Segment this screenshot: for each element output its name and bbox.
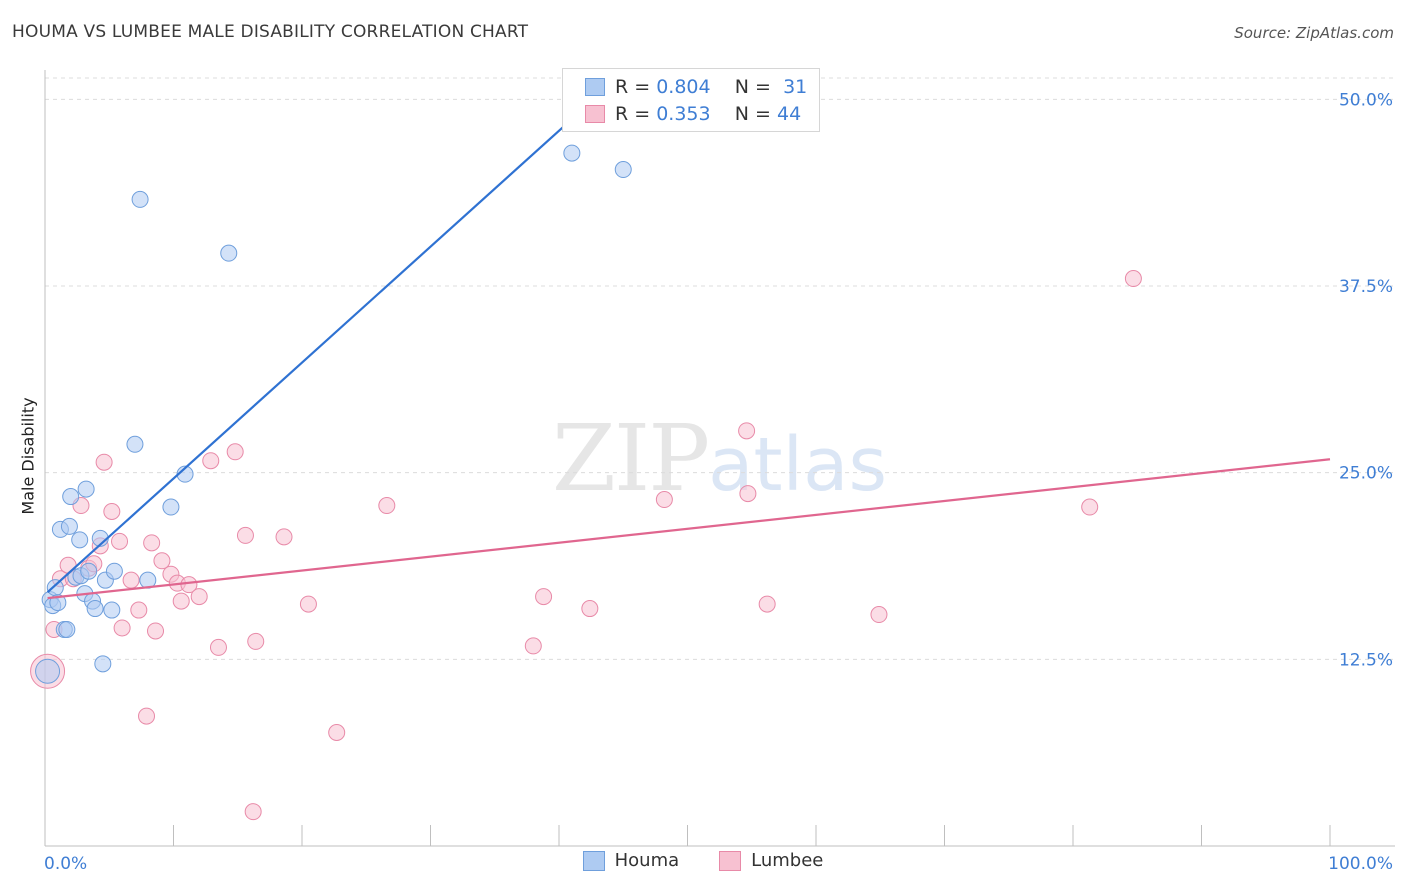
houma-point-7 <box>58 620 76 638</box>
houma-point-29 <box>563 144 581 162</box>
houma-point-21 <box>103 601 121 619</box>
lumbee-point-25 <box>209 638 227 656</box>
lumbee-point-30 <box>275 528 293 546</box>
lumbee-point-10 <box>103 502 121 520</box>
legend-lumbee-label: Lumbee <box>751 850 824 871</box>
lumbee-point-42 <box>1081 498 1099 516</box>
lumbee-point-26 <box>226 443 244 461</box>
watermark: ZIPatlas <box>552 405 887 512</box>
lumbee-point-11 <box>111 532 129 550</box>
x-tick-label-1: 100.0% <box>1328 854 1393 874</box>
y-tick-label-2: 37.5% <box>1339 277 1393 297</box>
houma-point-14 <box>77 480 95 498</box>
lumbee-point-31 <box>299 595 317 613</box>
lumbee-point-38 <box>738 422 756 440</box>
houma-trend-line <box>46 83 612 593</box>
lumbee-point-36 <box>581 600 599 618</box>
lumbee-point-13 <box>122 571 140 589</box>
houma-swatch <box>585 78 605 96</box>
lumbee-point-9 <box>95 453 113 471</box>
houma-point-24 <box>131 190 149 208</box>
lumbee-point-28 <box>244 803 262 821</box>
watermark-zip: ZIP <box>552 405 710 512</box>
houma-point-11 <box>71 531 89 549</box>
lumbee-r-label: R = <box>615 103 651 125</box>
y-tick-label-1: 25.0% <box>1339 464 1393 484</box>
houma-r-label: R = <box>615 76 651 98</box>
lumbee-point-33 <box>378 497 396 515</box>
houma-point-15 <box>80 562 98 580</box>
lumbee-point-17 <box>147 622 165 640</box>
legend-row-houma: R = 0.804 N = 31 <box>585 74 807 100</box>
houma-point-8 <box>60 517 78 535</box>
houma-point-3 <box>46 579 64 597</box>
lumbee-point-37 <box>655 491 673 509</box>
legend-lumbee-swatch <box>719 850 742 871</box>
y-tick-label-3: 50.0% <box>1339 90 1393 110</box>
lumbee-n-label: N = <box>734 103 771 125</box>
houma-point-17 <box>86 600 104 618</box>
legend-item-lumbee: Lumbee <box>719 850 823 871</box>
houma-point-28 <box>220 244 238 262</box>
legend-houma-label: Houma <box>614 850 680 871</box>
lumbee-point-29 <box>247 632 265 650</box>
houma-point-23 <box>126 435 144 453</box>
correlation-legend: R = 0.804 N = 31 R = 0.353 N = 44 <box>562 68 820 132</box>
lumbee-point-18 <box>153 552 171 570</box>
lumbee-point-24 <box>202 452 220 470</box>
houma-point-22 <box>105 562 123 580</box>
legend-item-houma: Houma <box>582 850 680 871</box>
lumbee-point-43 <box>1124 270 1142 288</box>
houma-point-26 <box>162 498 180 516</box>
chart-title: HOUMA VS LUMBEE MALE DISABILITY CORRELAT… <box>12 22 529 42</box>
lumbee-r-value: 0.353 <box>656 103 711 125</box>
x-tick-label-0: 0.0% <box>44 854 87 874</box>
lumbee-point-34 <box>524 637 542 655</box>
lumbee-point-41 <box>870 606 888 624</box>
houma-r-value: 0.804 <box>656 76 711 98</box>
lumbee-point-32 <box>328 724 346 742</box>
lumbee-point-27 <box>236 526 254 544</box>
watermark-atlas: atlas <box>708 422 887 508</box>
lumbee-point-21 <box>172 592 190 610</box>
lumbee-point-23 <box>190 588 208 606</box>
houma-point-30 <box>614 161 632 179</box>
y-tick-label-0: 12.5% <box>1339 650 1393 670</box>
houma-n-label: N = <box>734 76 771 98</box>
lumbee-point-14 <box>130 601 148 619</box>
lumbee-point-16 <box>143 534 161 552</box>
houma-point-19 <box>94 655 112 673</box>
lumbee-point-35 <box>535 588 553 606</box>
houma-point-9 <box>62 488 80 506</box>
lumbee-n-value: 44 <box>777 103 802 125</box>
lumbee-trend-line <box>47 458 1331 600</box>
source-label: Source: ZipAtlas.com <box>1234 24 1394 42</box>
houma-n-value: 31 <box>783 76 808 98</box>
lumbee-point-40 <box>758 595 776 613</box>
series-legend: Houma Lumbee <box>0 850 1406 871</box>
legend-houma-swatch <box>582 850 605 871</box>
lumbee-point-39 <box>739 485 757 503</box>
lumbee-swatch <box>585 105 605 123</box>
legend-row-lumbee: R = 0.353 N = 44 <box>585 101 801 127</box>
lumbee-point-12 <box>113 619 131 637</box>
houma-point-4 <box>49 594 67 612</box>
lumbee-point-15 <box>138 707 156 725</box>
houma-point-0 <box>35 658 61 684</box>
